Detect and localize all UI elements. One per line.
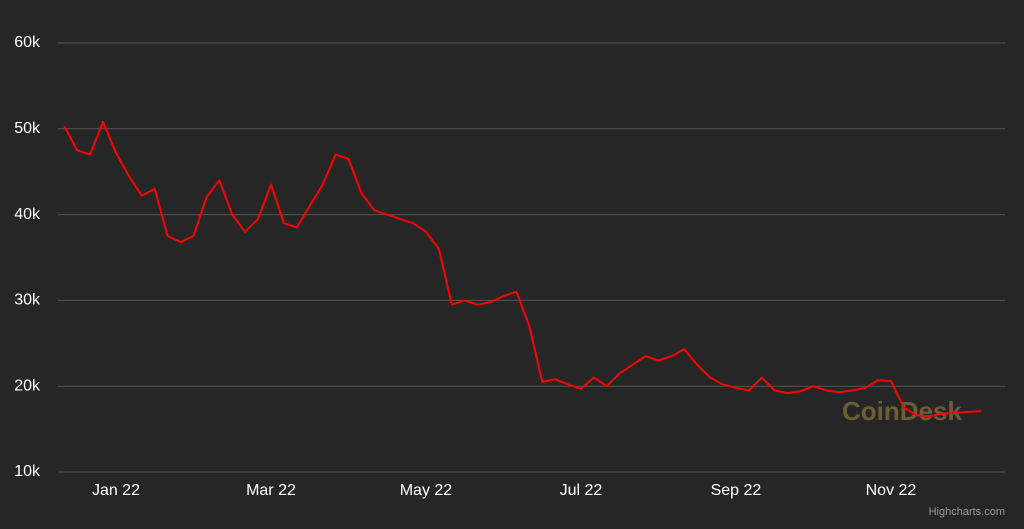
y-tick-label: 10k bbox=[14, 463, 41, 480]
x-tick-label: Mar 22 bbox=[246, 482, 296, 499]
y-tick-label: 40k bbox=[14, 206, 41, 223]
x-tick-label: Nov 22 bbox=[866, 482, 917, 499]
x-tick-label: Sep 22 bbox=[711, 482, 762, 499]
y-tick-label: 30k bbox=[14, 292, 41, 309]
y-tick-label: 60k bbox=[14, 34, 41, 51]
x-tick-label: Jul 22 bbox=[560, 482, 603, 499]
y-tick-label: 50k bbox=[14, 120, 41, 137]
watermark: CoinDesk bbox=[842, 396, 962, 426]
x-tick-label: Jan 22 bbox=[92, 482, 140, 499]
y-tick-label: 20k bbox=[14, 377, 41, 394]
x-tick-label: May 22 bbox=[400, 482, 453, 499]
price-line bbox=[63, 120, 982, 418]
credits: Highcharts.com bbox=[929, 506, 1005, 518]
